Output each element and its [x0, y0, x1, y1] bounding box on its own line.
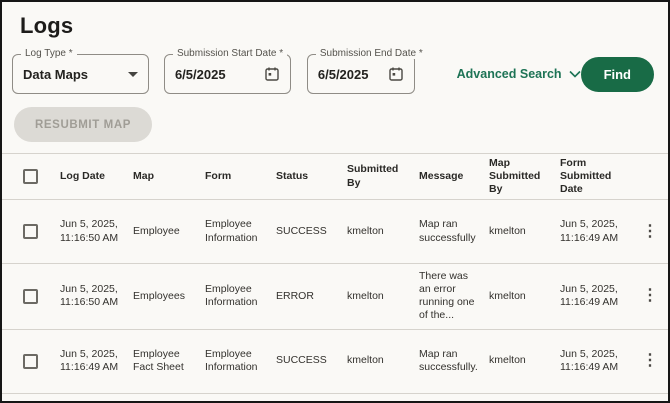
table-row: Jun 5, 2025, 11:16:49 AM Employee Fact S… — [2, 330, 668, 394]
submission-start-date-value: 6/5/2025 — [174, 66, 226, 82]
column-header-submitted-by: Submitted By — [347, 163, 399, 189]
log-type-value: Data Maps — [23, 66, 89, 82]
row-checkbox[interactable] — [23, 288, 38, 304]
caret-down-icon — [127, 71, 138, 77]
column-header-log-date: Log Date — [60, 169, 105, 182]
cell-map: Employee Fact Sheet — [133, 347, 184, 373]
row-menu-button[interactable]: ⋮ — [636, 284, 664, 308]
log-type-label: Log Type * — [21, 48, 77, 59]
submission-end-date-label: Submission End Date * — [315, 48, 427, 59]
cell-form-submitted-date: Jun 5, 2025, 11:16:49 AM — [560, 218, 619, 244]
cell-submitted-by: kmelton — [347, 354, 384, 367]
log-type-select[interactable]: Log Type * Data Maps — [12, 48, 149, 94]
row-menu-button[interactable]: ⋮ — [636, 220, 664, 244]
cell-form-submitted-date: Jun 5, 2025, 11:16:49 AM — [560, 347, 619, 373]
cell-map-submitted-by: kmelton — [489, 289, 526, 302]
cell-log-date: Jun 5, 2025, 11:16:50 AM — [60, 218, 119, 244]
cell-log-date: Jun 5, 2025, 11:16:49 AM — [60, 347, 119, 373]
cell-message: Map ran successfully — [419, 218, 476, 244]
cell-map-submitted-by: kmelton — [489, 224, 526, 237]
row-checkbox[interactable] — [23, 224, 38, 239]
calendar-icon[interactable] — [388, 66, 404, 82]
cell-map: Employees — [133, 289, 185, 302]
cell-map: Employee — [133, 224, 180, 237]
cell-form: Employee Information — [205, 218, 258, 244]
cell-form: Employee Information — [205, 283, 258, 309]
column-header-map: Map — [133, 169, 154, 182]
cell-log-date: Jun 5, 2025, 11:16:50 AM — [60, 283, 119, 309]
column-header-status: Status — [276, 169, 309, 182]
logs-table: Log Date Map Form Status Submitted By Me… — [2, 153, 668, 394]
column-header-form-submitted-date: Form Submitted Date — [560, 156, 612, 196]
submission-start-date-field[interactable]: Submission Start Date * 6/5/2025 — [163, 48, 291, 94]
table-row: Jun 5, 2025, 11:16:50 AM Employee Employ… — [2, 200, 668, 264]
calendar-icon[interactable] — [264, 66, 280, 82]
table-header-row: Log Date Map Form Status Submitted By Me… — [2, 154, 668, 200]
submission-end-date-field[interactable]: Submission End Date * 6/5/2025 — [306, 48, 427, 94]
cell-message: Map ran successfully. — [419, 347, 478, 373]
row-menu-button[interactable]: ⋮ — [636, 349, 664, 373]
cell-message: There was an error running one of the... — [419, 270, 475, 322]
filter-bar: Log Type * Data Maps Submission Start Da… — [12, 48, 656, 94]
submission-end-date-value: 6/5/2025 — [317, 66, 369, 82]
cell-submitted-by: kmelton — [347, 224, 384, 237]
chevron-down-icon — [568, 70, 581, 78]
find-button[interactable]: Find — [580, 56, 654, 92]
row-checkbox[interactable] — [23, 353, 38, 369]
table-row: Jun 5, 2025, 11:16:50 AM Employees Emplo… — [2, 264, 668, 330]
kebab-vertical-icon: ⋮ — [642, 352, 658, 369]
column-header-form: Form — [205, 169, 232, 182]
advanced-search-label: Advanced Search — [456, 67, 562, 81]
resubmit-map-button[interactable]: RESUBMIT MAP — [14, 107, 153, 142]
submission-start-date-label: Submission Start Date * — [172, 48, 288, 59]
cell-status: ERROR — [276, 289, 314, 302]
cell-form-submitted-date: Jun 5, 2025, 11:16:49 AM — [560, 283, 619, 309]
column-header-message: Message — [419, 169, 464, 182]
cell-map-submitted-by: kmelton — [489, 354, 526, 367]
kebab-vertical-icon: ⋮ — [642, 222, 658, 240]
kebab-vertical-icon: ⋮ — [642, 287, 658, 305]
cell-submitted-by: kmelton — [347, 289, 384, 302]
cell-form: Employee Information — [205, 347, 258, 373]
select-all-checkbox[interactable] — [23, 169, 38, 184]
page-title: Logs — [20, 13, 74, 38]
cell-status: SUCCESS — [276, 354, 327, 367]
advanced-search-toggle[interactable]: Advanced Search — [457, 67, 581, 81]
column-header-map-submitted-by: Map Submitted By — [489, 156, 541, 196]
cell-status: SUCCESS — [276, 224, 327, 237]
